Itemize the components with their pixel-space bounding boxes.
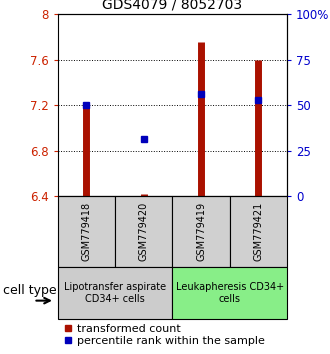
Text: Lipotransfer aspirate
CD34+ cells: Lipotransfer aspirate CD34+ cells	[64, 282, 166, 304]
Bar	[58, 196, 115, 267]
Bar	[58, 267, 173, 319]
Text: Leukapheresis CD34+
cells: Leukapheresis CD34+ cells	[176, 282, 284, 304]
Text: GSM779418: GSM779418	[82, 202, 91, 262]
Bar	[230, 196, 287, 267]
Legend: transformed count, percentile rank within the sample: transformed count, percentile rank withi…	[63, 324, 265, 346]
Text: GSM779421: GSM779421	[253, 202, 263, 262]
Bar	[115, 196, 173, 267]
Text: GSM779420: GSM779420	[139, 202, 149, 262]
Text: GSM779419: GSM779419	[196, 202, 206, 262]
Text: cell type: cell type	[3, 284, 57, 297]
Bar	[173, 267, 287, 319]
Title: GDS4079 / 8052703: GDS4079 / 8052703	[102, 0, 243, 12]
Bar	[173, 196, 230, 267]
